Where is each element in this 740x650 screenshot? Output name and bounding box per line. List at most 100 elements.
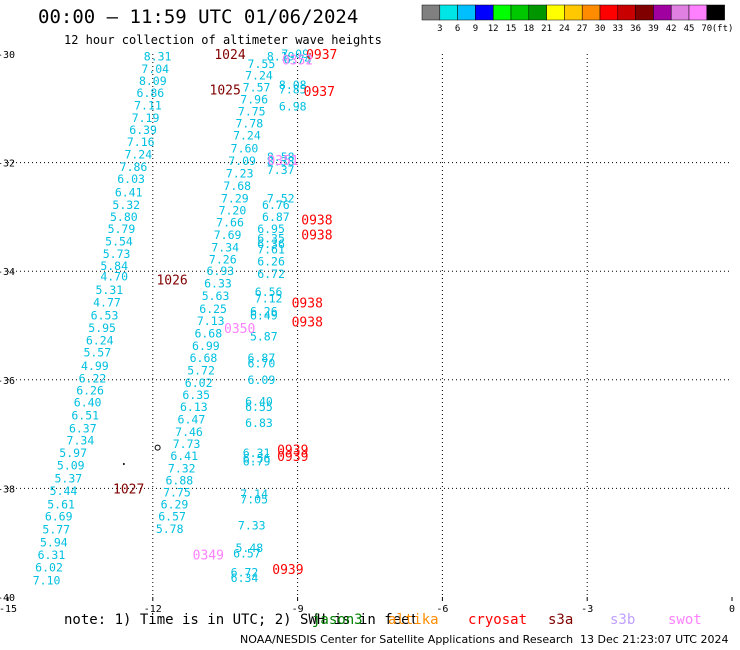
colorbar-tick-label: 30 (595, 24, 606, 34)
wave-height-colorbar: 3 6 9 12 15 18 21 24 27 30 33 36 39 42 45 70 (ft) (421, 4, 733, 34)
colorbar-tick-label: 42 (666, 24, 677, 34)
wave-height-value: 7.20 (219, 203, 247, 217)
wave-height-value: 5.63 (202, 289, 230, 303)
wave-height-value: 6.40 (74, 396, 102, 410)
wave-height-value: 6.09 (248, 373, 276, 387)
pass-time-label: 1025 (210, 83, 241, 98)
wave-height-value: 6.41 (115, 185, 143, 199)
wave-height-value: 4.77 (93, 296, 121, 310)
wave-height-value: 6.35 (182, 388, 210, 402)
wave-height-value: 6.34 (231, 571, 259, 585)
pass-time-label: 0350 (224, 322, 255, 337)
y-axis-tick-label: -36 (0, 376, 15, 387)
pass-time-label: 0352 (282, 53, 313, 68)
wave-height-value: 5.32 (112, 198, 140, 212)
wave-height-value: 7.32 (168, 461, 196, 475)
wave-height-value: 7.10 (33, 574, 61, 588)
pass-time-label: 0939 (272, 563, 303, 578)
wave-height-value: 7.05 (240, 492, 268, 506)
x-axis-tick-label: -15 (0, 604, 17, 615)
wave-height-value: 7.73 (173, 437, 201, 451)
wave-height-value: 5.77 (42, 523, 70, 537)
wave-height-value: 7.12 (255, 291, 283, 305)
y-axis-tick-label: -30 (0, 50, 15, 61)
island-dot (122, 462, 125, 465)
wave-height-value: 7.11 (134, 99, 162, 113)
pass-time-label: 0351 (267, 154, 298, 169)
y-axis-tick-label: -32 (0, 159, 15, 170)
wave-height-value: 6.31 (243, 446, 271, 460)
wave-height-value: 6.88 (165, 473, 193, 487)
wave-height-value: 6.40 (245, 395, 273, 409)
wave-height-value: 7.16 (127, 135, 155, 149)
pass-time-label: 0937 (306, 48, 337, 63)
wave-height-value: 6.74 (284, 52, 312, 66)
wave-height-value: 8.38 (267, 155, 295, 169)
wave-height-value: 7.52 (267, 191, 295, 205)
colorbar-tick-label: 3 (437, 24, 442, 34)
wave-height-value: 5.84 (100, 259, 128, 273)
wave-height-value: 6.55 (245, 400, 273, 414)
wave-height-value: 7.26 (209, 252, 237, 266)
colorbar-tick-label: 12 (488, 24, 499, 34)
wave-height-value: 6.49 (250, 309, 278, 323)
satellite-legend: jason3 altika cryosat s3a s3b swot (0, 612, 740, 630)
wave-height-value: 6.37 (69, 422, 97, 436)
colorbar-tick-label: 9 (473, 24, 478, 34)
wave-height-value: 7.86 (120, 160, 148, 174)
colorbar-tick-label: 33 (612, 24, 623, 34)
colorbar-swatch (706, 4, 725, 21)
wave-height-value: 6.72 (231, 566, 259, 580)
legend-item-altika: altika (388, 612, 439, 628)
wave-height-value: 7.55 (248, 57, 276, 71)
colorbar-tick-label: 39 (648, 24, 659, 34)
pass-time-label: 0938 (292, 297, 323, 312)
colorbar-tick-label: 15 (506, 24, 517, 34)
wave-height-value: 5.72 (187, 364, 215, 378)
wave-height-value: 7.24 (233, 128, 261, 142)
wave-height-value: 6.53 (91, 309, 119, 323)
wave-height-value: 7.61 (257, 242, 285, 256)
wave-height-value: 6.24 (86, 334, 114, 348)
credit-text: NOAA/NESDIS Center for Satellite Applica… (240, 633, 574, 646)
pass-time-label: 1024 (214, 48, 245, 63)
colorbar-tick-label: 70 (701, 24, 712, 34)
wave-height-value: 7.24 (124, 147, 152, 161)
wave-height-value: 6.76 (262, 198, 290, 212)
wave-height-value: 6.95 (257, 222, 285, 236)
wave-height-value: 5.87 (250, 329, 278, 343)
wave-height-value: 7.75 (163, 486, 191, 500)
wave-height-value: 6.51 (71, 409, 99, 423)
wave-height-value: 6.87 (248, 351, 276, 365)
wave-height-value: 8.19 (267, 50, 295, 64)
wave-height-value: 5.44 (50, 484, 78, 498)
wave-height-value: 7.04 (141, 62, 169, 76)
wave-height-value: 6.25 (199, 302, 227, 316)
wave-height-value: 6.56 (243, 452, 271, 466)
wave-height-value: 7.37 (267, 163, 295, 177)
wave-height-value: 6.69 (45, 510, 73, 524)
wave-height-value: 8.09 (139, 74, 167, 88)
wave-height-value: 5.48 (235, 541, 263, 555)
wave-height-value: 7.85 (279, 82, 307, 96)
wave-height-value: 8.08 (279, 78, 307, 92)
wave-height-value: 6.33 (204, 277, 232, 291)
wave-height-value: 4.99 (81, 359, 109, 373)
pass-time-label: 1027 (113, 482, 144, 497)
wave-height-value: 7.66 (216, 215, 244, 229)
pass-time-label: 0939 (277, 443, 308, 458)
y-axis-tick-label: -38 (0, 484, 15, 495)
wave-height-value: 7.13 (197, 314, 225, 328)
wave-height-value: 6.83 (245, 416, 273, 430)
colorbar-tick-label: 18 (523, 24, 534, 34)
colorbar-tick-label: 21 (541, 24, 552, 34)
x-axis-tick-label: -3 (581, 604, 593, 615)
y-axis-tick-label: -34 (0, 267, 15, 278)
wave-height-value: 7.23 (226, 166, 254, 180)
wave-height-value: 5.97 (59, 446, 87, 460)
wave-height-value: 6.72 (257, 267, 285, 281)
wave-height-value: 5.37 (54, 472, 82, 486)
wave-height-value: 6.36 (257, 237, 285, 251)
colorbar-tick-label: 36 (630, 24, 641, 34)
